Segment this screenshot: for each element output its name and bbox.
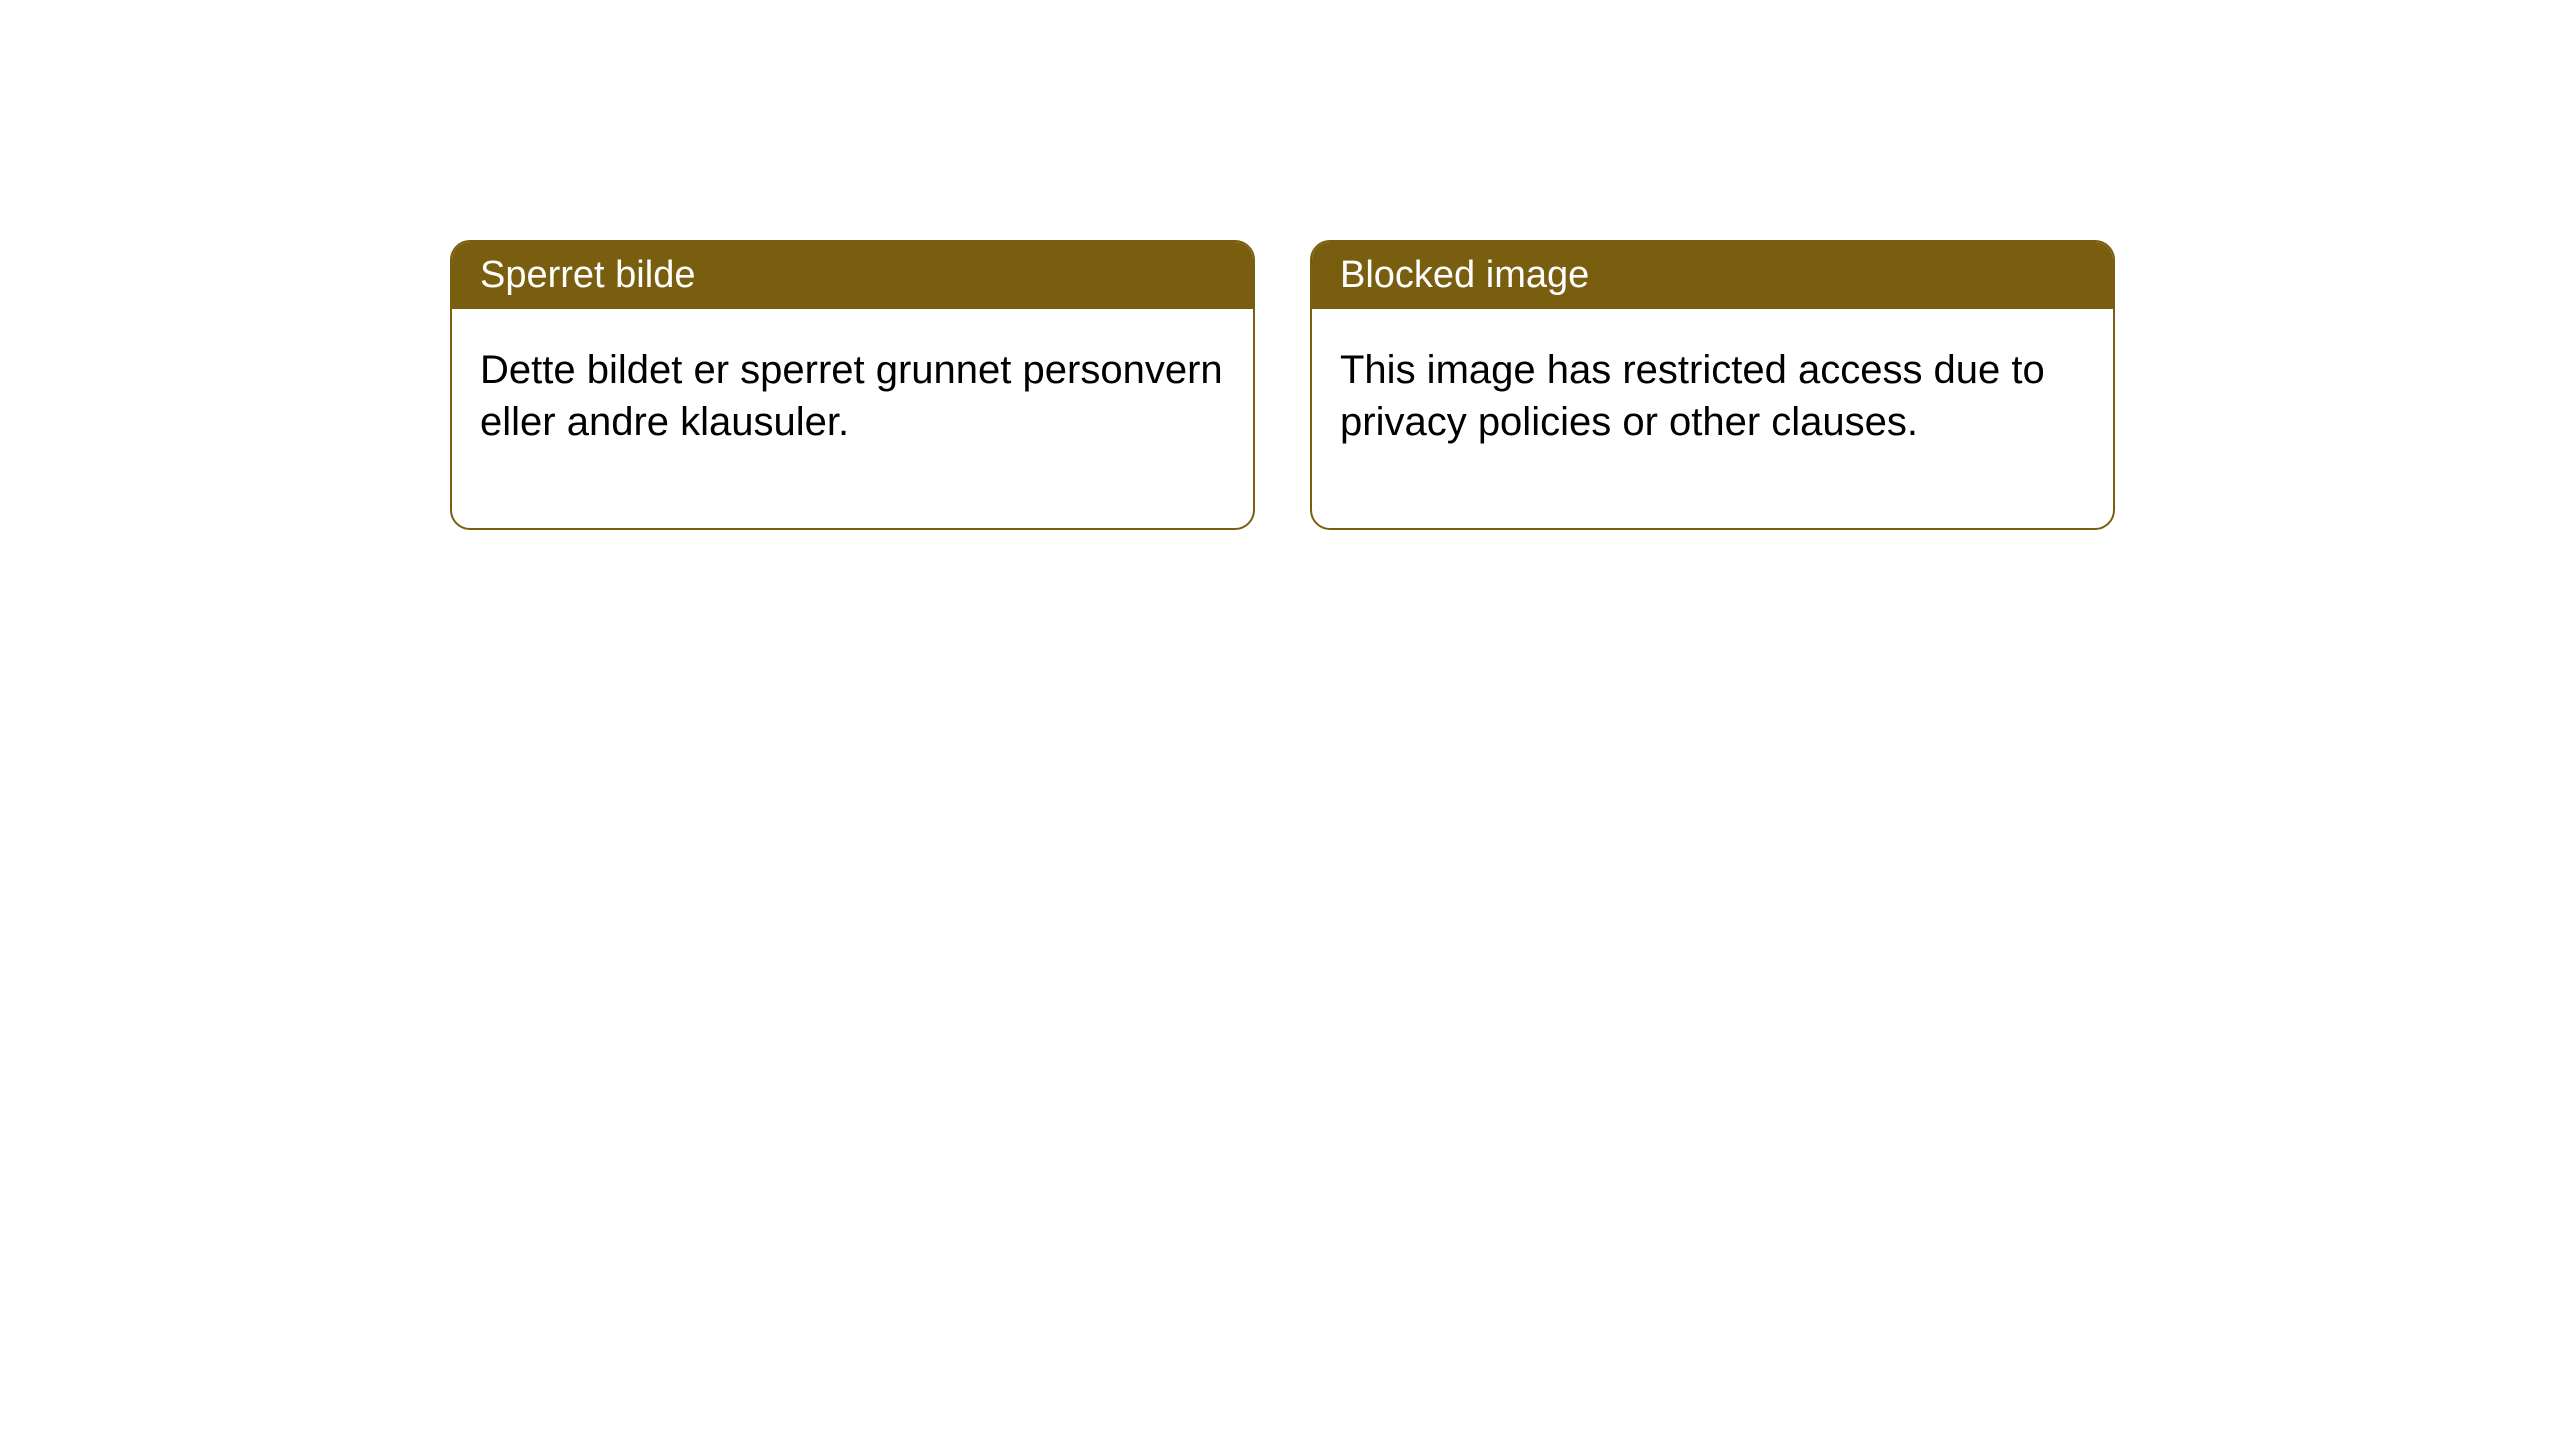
card-header: Blocked image [1312,242,2113,309]
blocked-image-cards-container: Sperret bilde Dette bildet er sperret gr… [450,240,2560,530]
blocked-image-card-english: Blocked image This image has restricted … [1310,240,2115,530]
card-header: Sperret bilde [452,242,1253,309]
card-body: This image has restricted access due to … [1312,309,2113,528]
card-body: Dette bildet er sperret grunnet personve… [452,309,1253,528]
blocked-image-card-norwegian: Sperret bilde Dette bildet er sperret gr… [450,240,1255,530]
